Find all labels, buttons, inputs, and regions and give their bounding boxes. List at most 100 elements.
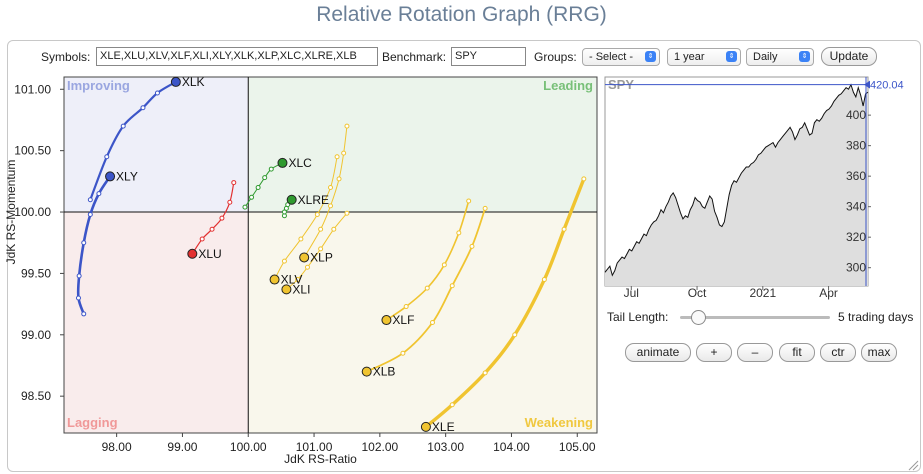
groups-select-value: - Select - xyxy=(589,51,634,63)
quadrant-label-leading: Leading xyxy=(543,78,593,93)
tail-point-xle xyxy=(482,370,488,376)
head-marker-xlre xyxy=(286,194,297,205)
max-button[interactable]: max xyxy=(861,343,897,362)
tail-point-xlk xyxy=(87,197,93,203)
x-tick-label: 104.00 xyxy=(493,440,530,454)
tail-point-xlf xyxy=(456,230,462,236)
quadrant-weakening xyxy=(248,212,597,433)
x-tick-label: 103.00 xyxy=(427,440,464,454)
tail-point-xly xyxy=(96,191,102,197)
fit-button[interactable]: fit xyxy=(779,343,815,362)
tail-point-xle xyxy=(512,332,518,338)
tail-point-xlb xyxy=(482,205,488,211)
y-axis-label: JdK RS-Momentum xyxy=(4,160,18,265)
head-marker-xlu xyxy=(187,248,198,259)
groups-select[interactable]: - Select - ⇕ xyxy=(582,48,660,66)
quadrant-leading xyxy=(248,77,597,213)
zoom-in-button[interactable]: + xyxy=(696,343,732,362)
x-tick-label: 101.00 xyxy=(296,440,333,454)
y-tick-label: 99.00 xyxy=(21,328,51,342)
groups-label: Groups: xyxy=(534,50,577,64)
series-label-xli: XLI xyxy=(292,282,310,296)
tail-point-xlv xyxy=(298,236,304,242)
page-title: Relative Rotation Graph (RRG) xyxy=(316,3,607,26)
x-tick-label: 98.00 xyxy=(102,440,132,454)
head-marker-xlf xyxy=(381,315,392,326)
y-tick-label: 100.50 xyxy=(14,144,51,158)
update-button[interactable]: Update xyxy=(821,47,877,66)
period-select-value: 1 year xyxy=(674,51,705,63)
tail-point-xlk xyxy=(154,90,160,96)
series-label-xle: XLE xyxy=(432,420,455,434)
x-tick-label: 102.00 xyxy=(362,440,399,454)
tail-point-xly xyxy=(76,273,82,279)
tail-point-xlp xyxy=(318,226,324,232)
center-button[interactable]: ctr xyxy=(820,343,856,362)
tail-point-xlv xyxy=(328,184,333,190)
interval-select[interactable]: Daily ⇕ xyxy=(746,48,814,66)
toolbar: Symbols: XLE,XLU,XLV,XLF,XLI,XLY,XLK,XLP… xyxy=(0,47,923,69)
series-label-xlre: XLRE xyxy=(298,193,329,207)
period-select[interactable]: 1 year ⇕ xyxy=(667,48,741,66)
zoom-out-button[interactable]: – xyxy=(737,343,773,362)
quadrant-label-improving: Improving xyxy=(67,78,130,93)
x-tick-label: 105.00 xyxy=(559,440,596,454)
symbols-input[interactable]: XLE,XLU,XLV,XLF,XLI,XLY,XLK,XLP,XLC,XLRE… xyxy=(96,47,378,66)
select-arrows-icon: ⇕ xyxy=(645,51,656,62)
tail-point-xli xyxy=(344,210,350,216)
series-label-xly: XLY xyxy=(116,169,138,183)
y-tick-label: 98.50 xyxy=(21,389,51,403)
tail-point-xlu xyxy=(199,236,205,242)
tail-point-xlv xyxy=(334,154,340,160)
tail-point-xli xyxy=(331,226,337,232)
tail-point-xlk xyxy=(120,123,126,129)
tail-point-xle xyxy=(581,176,587,182)
interval-select-value: Daily xyxy=(753,51,778,63)
tail-point-xli xyxy=(304,264,310,270)
head-marker-xlp xyxy=(299,252,310,263)
benchmark-input[interactable]: SPY xyxy=(451,47,526,66)
head-marker-xlv xyxy=(269,274,280,285)
tail-length-slider-thumb[interactable] xyxy=(691,310,706,325)
tail-point-xli xyxy=(295,277,301,283)
benchmark-label: Benchmark: xyxy=(382,50,447,64)
series-label-xlk: XLK xyxy=(182,75,205,89)
tail-point-xlk xyxy=(104,154,110,160)
head-marker-xly xyxy=(105,171,116,182)
tail-point-xlb xyxy=(449,283,455,289)
tail-point-xle xyxy=(541,277,547,283)
series-label-xlu: XLU xyxy=(198,247,221,261)
tail-point-xly xyxy=(81,311,87,317)
series-label-xlc: XLC xyxy=(288,156,312,170)
quadrant-label-weakening: Weakening xyxy=(525,415,593,430)
quadrant-label-lagging: Lagging xyxy=(67,415,118,430)
head-marker-xle xyxy=(420,421,431,432)
resize-grip-icon[interactable] xyxy=(907,459,919,471)
series-label-xlf: XLF xyxy=(392,313,414,327)
head-marker-xlk xyxy=(170,76,181,87)
x-tick-label: 99.00 xyxy=(167,440,197,454)
y-tick-label: 101.00 xyxy=(14,82,51,96)
tail-point-xlu xyxy=(209,226,215,232)
tail-length-value: 5 trading days xyxy=(838,310,914,324)
plot-frame xyxy=(63,76,598,434)
tail-point-xly xyxy=(75,295,81,301)
tail-point-xlv xyxy=(281,258,287,264)
tail-point-xlp xyxy=(328,203,333,209)
tail-point-xlk xyxy=(140,105,146,111)
x-tick-label: 100.00 xyxy=(230,440,267,454)
tail-point-xlu xyxy=(231,180,237,186)
tail-length-slider-track[interactable] xyxy=(680,316,830,319)
select-arrows-icon: ⇕ xyxy=(726,51,737,62)
tail-point-xlv xyxy=(314,211,320,217)
tail-point-xlb xyxy=(400,350,406,356)
tail-point-xlu xyxy=(219,215,225,221)
tail-point-xlb xyxy=(469,243,475,249)
animate-button[interactable]: animate xyxy=(625,343,691,362)
tail-point-xlu xyxy=(227,199,233,205)
tail-point-xlc xyxy=(249,194,255,200)
tail-point-xlc xyxy=(262,175,268,181)
tail-length-label: Tail Length: xyxy=(607,310,669,324)
tail-point-xlf xyxy=(424,285,430,291)
